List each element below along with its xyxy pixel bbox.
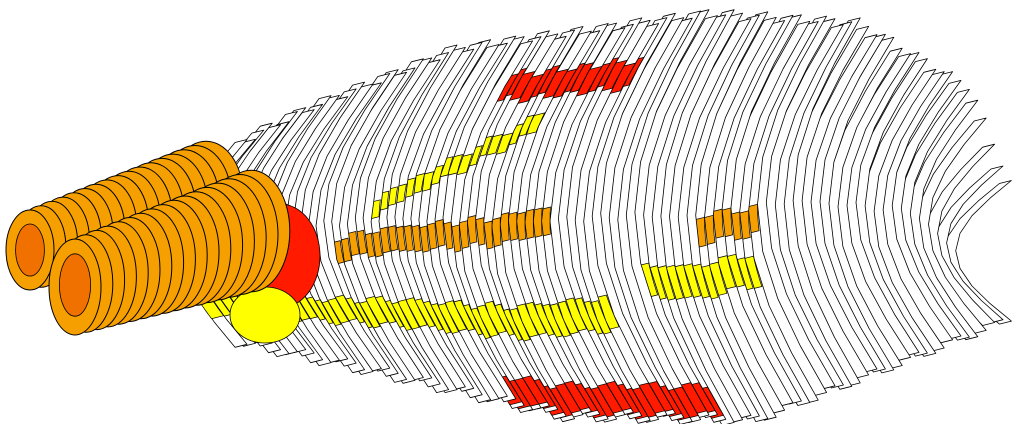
front-structures [5, 140, 321, 344]
yellow-patch [229, 286, 301, 344]
bulb-core [15, 223, 45, 277]
bulb-core [59, 253, 92, 317]
slice-region [199, 298, 225, 320]
